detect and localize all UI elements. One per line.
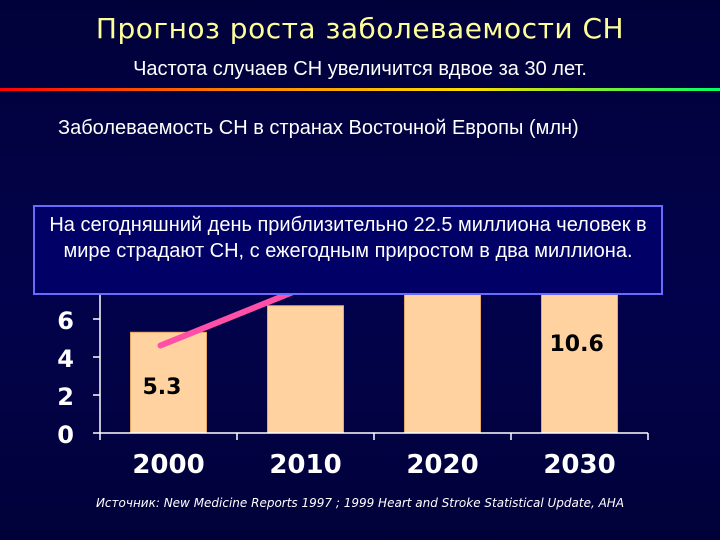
x-tick-label: 2020 bbox=[406, 450, 478, 480]
gradient-divider bbox=[0, 88, 720, 91]
slide-title: Прогноз роста заболеваемости СН bbox=[95, 12, 625, 45]
x-tick-label: 2000 bbox=[132, 450, 204, 480]
source-citation: Источник: New Medicine Reports 1997 ; 19… bbox=[95, 496, 625, 510]
slide-subtitle: Частота случаев СН увеличится вдвое за 3… bbox=[133, 58, 587, 80]
bar-2010 bbox=[267, 305, 344, 434]
y-tick-label: 0 bbox=[57, 421, 74, 449]
data-label: 10.6 bbox=[550, 332, 604, 357]
y-tick-label: 4 bbox=[57, 345, 74, 373]
chart-title: Заболеваемость СН в странах Восточной Ев… bbox=[58, 117, 579, 139]
x-tick-label: 2030 bbox=[543, 450, 615, 480]
y-tick-label: 6 bbox=[57, 307, 74, 335]
y-tick-label: 2 bbox=[57, 383, 74, 411]
bar-2000 bbox=[130, 331, 207, 434]
info-callout: На сегодняшний день приблизительно 22.5 … bbox=[33, 205, 663, 295]
x-tick-label: 2010 bbox=[269, 450, 341, 480]
data-label: 5.3 bbox=[143, 375, 182, 400]
